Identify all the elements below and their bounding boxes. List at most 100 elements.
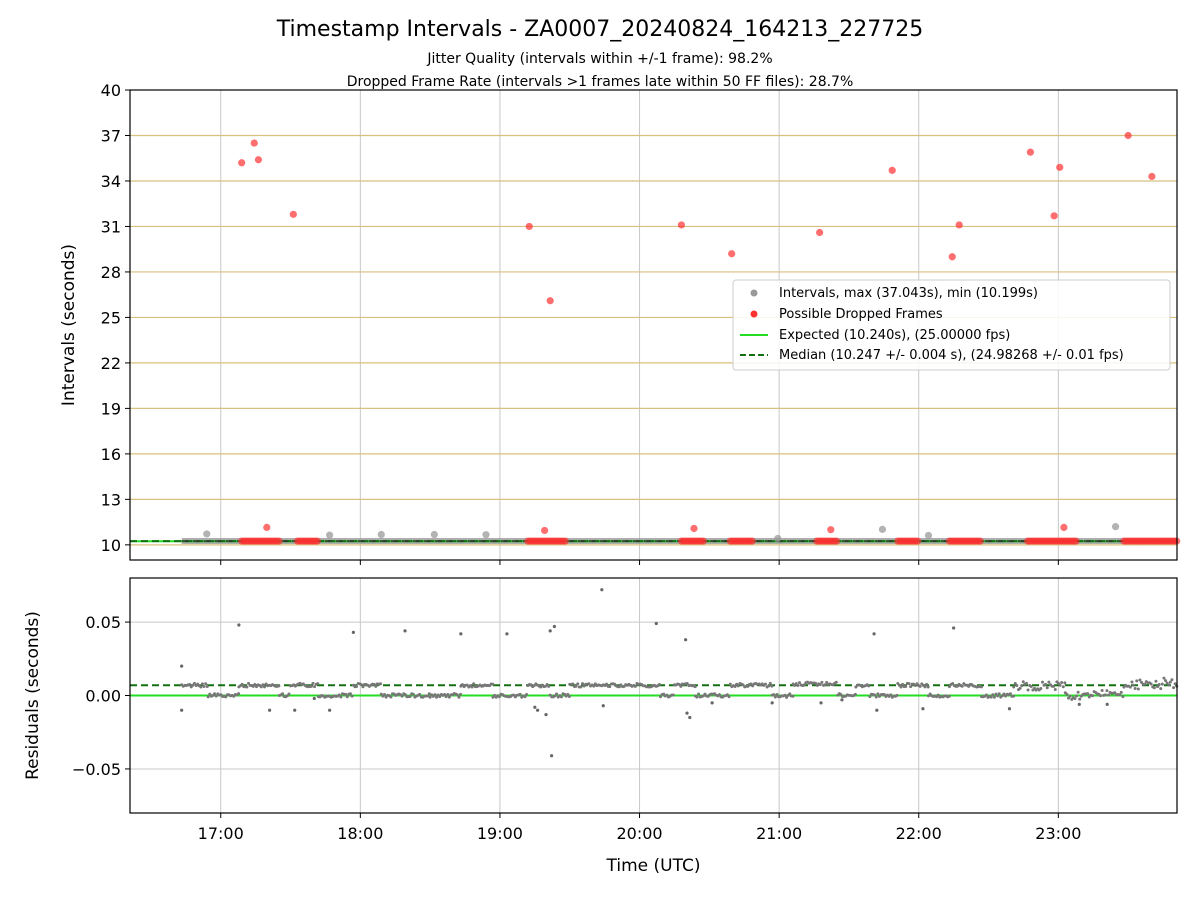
residual-seg-0-point bbox=[188, 683, 192, 687]
dropped-point-15 bbox=[955, 221, 963, 229]
residual-seg-27-point bbox=[1044, 682, 1048, 686]
residual-outlier-25 bbox=[819, 701, 823, 705]
intervals-y-tick-label-13: 13 bbox=[101, 490, 121, 509]
residual-seg-1-point bbox=[214, 694, 218, 698]
residual-seg-23-point bbox=[909, 685, 913, 689]
legend-label-intervals: Intervals, max (37.043s), min (10.199s) bbox=[779, 286, 1038, 301]
residual-seg-8-point bbox=[433, 693, 437, 697]
residuals-y-ticks: 0.05 0.00 −0.05 bbox=[72, 613, 130, 779]
residual-seg-13-point bbox=[579, 685, 583, 689]
residuals-y-tick-label-0: 0.05 bbox=[85, 613, 121, 632]
residual-seg-23-point bbox=[907, 682, 911, 686]
residual-seg-25-point bbox=[951, 681, 955, 685]
residual-seg-1-point bbox=[206, 695, 210, 699]
residual-seg-8-point bbox=[435, 695, 439, 699]
residual-seg-8-point bbox=[457, 695, 461, 699]
residual-seg-19-point bbox=[814, 681, 817, 685]
residuals-points bbox=[180, 588, 1179, 758]
residual-seg-19-point bbox=[802, 683, 806, 687]
residual-outlier-9 bbox=[459, 632, 463, 636]
interval-point-7 bbox=[924, 531, 933, 540]
residual-seg-19-point bbox=[823, 683, 827, 687]
residual-seg-29-point bbox=[1157, 682, 1161, 686]
residual-seg-23-point bbox=[904, 684, 908, 688]
residual-seg-16-point bbox=[695, 695, 699, 699]
dropped-point-5 bbox=[525, 222, 533, 231]
residual-seg-10-point bbox=[525, 692, 529, 696]
residual-seg-29-point bbox=[1170, 678, 1174, 682]
residual-seg-26-point bbox=[992, 695, 996, 699]
time-x-tick-label-3: 20:00 bbox=[616, 824, 662, 843]
residual-seg-17-point bbox=[768, 681, 772, 685]
residual-seg-29-point bbox=[1135, 679, 1139, 683]
dropped-point-0 bbox=[238, 159, 246, 167]
residual-outlier-27 bbox=[872, 632, 876, 636]
residuals-y-axis-label: Residuals (seconds) bbox=[23, 611, 43, 780]
residual-seg-27-point bbox=[1029, 685, 1033, 689]
residual-seg-0-point bbox=[204, 682, 208, 686]
dropped-point-13 bbox=[888, 166, 896, 174]
residual-seg-22-point bbox=[895, 693, 899, 697]
residual-outlier-8 bbox=[403, 629, 407, 633]
residual-seg-12-point bbox=[567, 695, 571, 699]
residual-seg-6-point bbox=[374, 684, 378, 688]
dropped-point-21 bbox=[1148, 172, 1156, 181]
residual-seg-13-point bbox=[592, 684, 596, 688]
residual-seg-5-point bbox=[345, 695, 349, 699]
residual-seg-27-point bbox=[1045, 686, 1049, 690]
residual-seg-6-point bbox=[361, 685, 365, 689]
dropped-point-1 bbox=[250, 139, 258, 147]
residual-outlier-22 bbox=[688, 715, 692, 720]
residual-seg-22-point bbox=[876, 692, 880, 696]
residual-seg-29-point bbox=[1162, 676, 1166, 680]
dropped-cluster-7-point bbox=[976, 537, 984, 545]
residual-seg-3-point bbox=[281, 692, 285, 696]
residual-outlier-33 bbox=[1077, 702, 1081, 706]
interval-point-4 bbox=[482, 531, 490, 539]
time-x-tick-label-6: 23:00 bbox=[1035, 824, 1081, 843]
residual-seg-8-point bbox=[444, 695, 448, 699]
residual-seg-0-point bbox=[200, 682, 204, 686]
residual-seg-0-point bbox=[205, 684, 209, 688]
residual-seg-29-point bbox=[1173, 682, 1177, 686]
residual-seg-26-point bbox=[1012, 694, 1016, 698]
dropped-cluster-4-point bbox=[748, 537, 756, 545]
residual-seg-13-point bbox=[605, 682, 609, 686]
dropped-cluster-1-point bbox=[313, 537, 321, 545]
dropped-point-3 bbox=[263, 523, 271, 532]
residual-seg-27-point bbox=[1047, 680, 1051, 684]
residual-seg-29-point bbox=[1149, 682, 1153, 686]
residual-seg-27-point bbox=[1058, 683, 1062, 687]
residual-seg-12-point bbox=[559, 695, 563, 699]
dropped-point-8 bbox=[677, 221, 686, 229]
residual-seg-17-point bbox=[736, 684, 740, 688]
legend-marker-dropped bbox=[750, 310, 758, 318]
residual-outlier-24 bbox=[770, 701, 774, 705]
intervals-y-tick-label-16: 16 bbox=[101, 445, 121, 464]
residual-seg-22-point bbox=[882, 692, 886, 696]
residual-seg-19-point bbox=[825, 680, 829, 684]
time-x-tick-label-5: 22:00 bbox=[896, 824, 942, 843]
intervals-y-axis-label: Intervals (seconds) bbox=[59, 244, 79, 406]
residual-seg-0-point bbox=[199, 685, 203, 689]
residual-seg-1-point bbox=[224, 695, 228, 699]
residual-outlier-5 bbox=[312, 696, 316, 701]
residual-seg-27-point bbox=[1021, 680, 1025, 684]
residuals-y-tick-label-1: 0.00 bbox=[85, 687, 121, 706]
residual-seg-23-point bbox=[901, 682, 905, 686]
residual-seg-18-point bbox=[775, 693, 779, 697]
intervals-y-ticks: 10 13 16 19 22 25 28 31 34 37 40 bbox=[101, 81, 1059, 565]
residual-seg-28-point bbox=[1073, 697, 1077, 701]
residual-seg-28-point bbox=[1076, 690, 1080, 694]
residual-seg-28-point bbox=[1075, 694, 1079, 698]
residual-seg-26-point bbox=[1008, 692, 1012, 696]
residual-outlier-26 bbox=[840, 698, 844, 702]
time-x-tick-label-4: 21:00 bbox=[756, 824, 802, 843]
residuals-axes-frame bbox=[129, 577, 1178, 814]
residual-seg-27-point bbox=[1026, 688, 1030, 692]
residual-seg-7-point bbox=[403, 693, 407, 697]
residual-seg-7-point bbox=[382, 693, 386, 697]
intervals-y-tick-label-31: 31 bbox=[101, 217, 121, 236]
residual-seg-18-point bbox=[772, 693, 776, 697]
residual-seg-2-point bbox=[262, 685, 266, 689]
